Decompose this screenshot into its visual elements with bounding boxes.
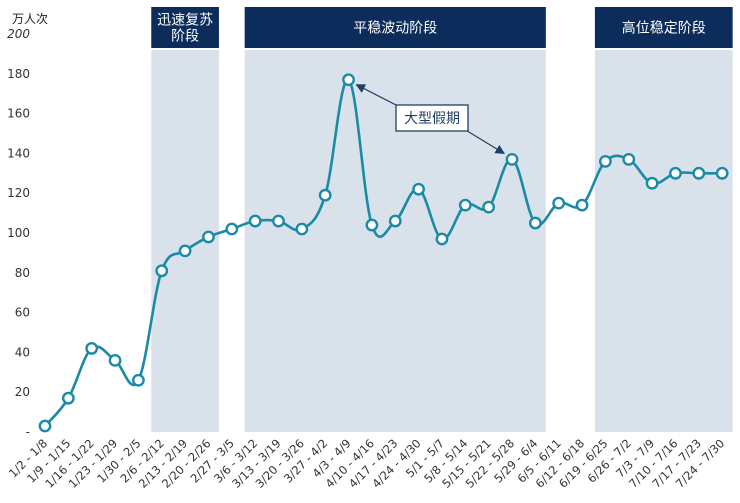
y-tick-label: 60 — [15, 306, 30, 320]
data-point — [669, 166, 682, 180]
phase-header-label: 高位稳定阶段 — [622, 20, 706, 37]
phase-band — [594, 50, 733, 432]
data-point — [225, 222, 239, 236]
data-point — [505, 152, 519, 166]
phase-header — [244, 7, 546, 48]
data-point — [645, 176, 659, 190]
data-point — [108, 353, 122, 367]
phase-header — [151, 7, 219, 48]
y-tick-label: 100 — [7, 226, 30, 240]
data-point — [38, 419, 52, 433]
data-point — [575, 198, 589, 212]
annotation-arrow — [463, 128, 506, 154]
data-point — [342, 73, 355, 87]
annotation-label: 大型假期 — [404, 111, 460, 127]
data-point — [365, 218, 379, 232]
data-point — [318, 188, 332, 202]
data-point — [715, 166, 729, 180]
data-point — [482, 200, 496, 214]
y-tick-label: 140 — [7, 146, 30, 160]
y-tick-label: 120 — [7, 186, 30, 200]
phase-header — [594, 7, 733, 48]
data-point — [202, 230, 215, 244]
data-point — [435, 232, 449, 246]
y-tick-label: 200 — [7, 27, 30, 41]
data-point — [85, 342, 99, 355]
data-point — [248, 214, 262, 228]
y-tick-label: 40 — [15, 345, 30, 359]
data-point — [692, 166, 706, 180]
annotation-arrow — [355, 84, 401, 108]
y-tick-label: 80 — [15, 266, 30, 280]
phase-header-label: 平稳波动阶段 — [353, 21, 437, 37]
data-point — [622, 152, 636, 166]
data-point — [61, 391, 75, 405]
data-point — [272, 214, 285, 228]
phase-band — [244, 50, 546, 432]
data-point — [599, 154, 612, 168]
phase-header-label: 迅速复苏 — [157, 12, 213, 29]
data-point — [155, 264, 169, 278]
y-tick-label: - — [26, 425, 30, 439]
data-point — [131, 373, 145, 387]
annotation-box — [395, 104, 469, 132]
data-point — [295, 222, 309, 236]
data-point — [552, 196, 566, 210]
data-point — [528, 216, 542, 230]
y-axis-unit-label: 万人次 — [12, 12, 49, 26]
y-tick-label: 20 — [15, 385, 30, 399]
y-tick-label: 180 — [7, 67, 30, 81]
data-point — [458, 198, 472, 212]
phase-header-label: 阶段 — [171, 29, 199, 45]
data-point — [178, 244, 192, 258]
data-point — [388, 214, 402, 228]
data-point — [412, 182, 425, 196]
y-tick-label: 160 — [7, 107, 30, 121]
